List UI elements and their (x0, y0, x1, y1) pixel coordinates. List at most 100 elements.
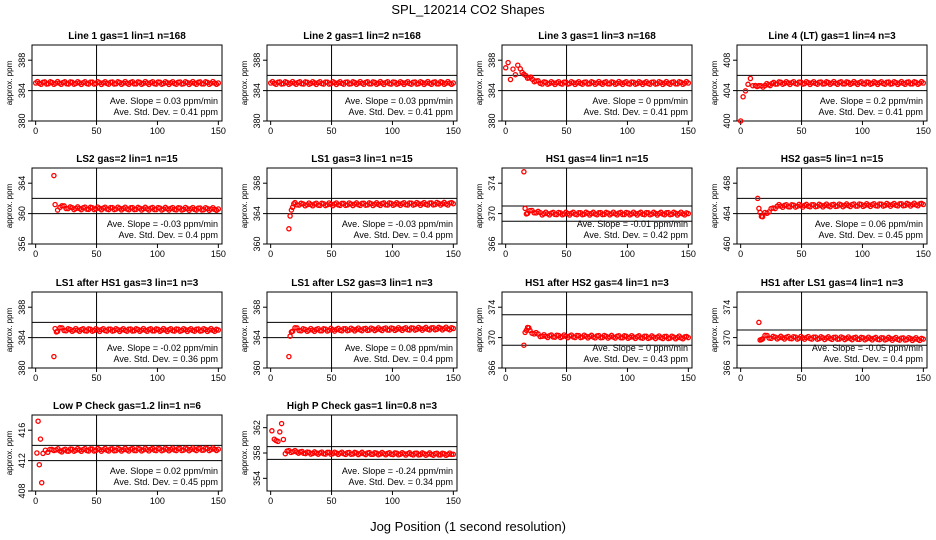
data-point (522, 205, 528, 212)
data-point (512, 71, 519, 78)
panel-title: LS2 gas=2 lin=1 n=15 (76, 154, 178, 165)
slope-annotation: Ave. Slope = -0.03 ppm/min (342, 219, 453, 229)
x-tick-label: 150 (211, 373, 226, 383)
plot-frame (31, 414, 223, 492)
std-dev-annotation: Ave. Std. Dev. = 0.4 ppm (119, 230, 218, 240)
x-tick-label: 150 (211, 496, 226, 506)
std-dev-annotation: Ave. Std. Dev. = 0.42 ppm (584, 230, 688, 240)
x-tick-label: 150 (211, 249, 226, 259)
x-tick-label: 50 (797, 249, 807, 259)
data-point (215, 327, 222, 333)
data-point (685, 80, 692, 86)
y-axis-label: approx. ppm (710, 60, 719, 105)
data-point (34, 450, 40, 456)
panel-title: HS1 after HS2 gas=4 lin=1 n=3 (525, 278, 669, 289)
data-point (287, 333, 293, 339)
std-dev-annotation: Ave. Std. Dev. = 0.41 ppm (819, 107, 923, 117)
data-point (54, 328, 61, 335)
y-axis-label: approx. ppm (475, 183, 484, 228)
x-tick-label: 100 (385, 249, 400, 259)
y-tick-label: 374 (722, 300, 732, 315)
y-tick-label: 384 (17, 83, 27, 98)
plot-frame (266, 167, 458, 245)
panel-title: Line 1 gas=1 lin=1 n=168 (68, 31, 186, 42)
panel-title: LS1 gas=3 lin=1 n=15 (311, 154, 413, 165)
y-tick-label: 366 (487, 360, 497, 375)
data-point (747, 75, 754, 82)
y-tick-label: 464 (722, 206, 732, 221)
y-tick-label: 366 (487, 236, 497, 251)
data-point (920, 336, 927, 342)
x-tick-label: 0 (33, 126, 38, 136)
x-axis-title: Jog Position (1 second resolution) (370, 519, 566, 534)
y-tick-label: 388 (17, 300, 27, 315)
x-tick-label: 50 (92, 373, 102, 383)
panel-title: Low P Check gas=1.2 lin=1 n=6 (53, 401, 201, 412)
data-point (759, 336, 766, 342)
y-tick-label: 356 (17, 236, 27, 251)
data-point (510, 66, 516, 72)
plot-frame (501, 44, 693, 122)
x-tick-label: 0 (738, 373, 743, 383)
std-dev-annotation: Ave. Std. Dev. = 0.41 ppm (114, 107, 218, 117)
y-axis-label: approx. ppm (240, 307, 249, 352)
y-axis-label: approx. ppm (710, 183, 719, 228)
y-tick-label: 370 (487, 206, 497, 221)
y-tick-label: 416 (17, 423, 27, 438)
y-axis-label: approx. ppm (5, 307, 14, 352)
data-point (754, 195, 761, 202)
x-tick-label: 150 (446, 496, 461, 506)
x-tick-label: 100 (150, 126, 165, 136)
plot-frame (31, 291, 223, 369)
x-tick-label: 150 (211, 126, 226, 136)
series-points (756, 319, 927, 344)
y-tick-label: 384 (487, 83, 497, 98)
slope-annotation: Ave. Slope = 0 ppm/min (592, 96, 688, 106)
data-point (59, 203, 65, 209)
panel-title: Line 4 (LT) gas=1 lin=4 n=3 (768, 31, 896, 42)
data-point (215, 206, 222, 212)
series-points (51, 325, 222, 360)
data-point (278, 420, 285, 427)
slope-annotation: Ave. Slope = -0.24 ppm/min (342, 466, 453, 476)
x-tick-label: 0 (268, 496, 273, 506)
y-tick-label: 362 (252, 420, 262, 435)
y-tick-label: 368 (252, 176, 262, 191)
data-point (51, 353, 57, 360)
data-point (920, 80, 927, 86)
panel-title: LS1 after HS1 gas=3 lin=1 n=3 (56, 278, 199, 289)
slope-annotation: Ave. Slope = -0.03 ppm/min (107, 219, 218, 229)
series-points (502, 59, 692, 88)
y-tick-label: 364 (252, 330, 262, 345)
y-tick-label: 384 (252, 83, 262, 98)
y-tick-label: 384 (17, 330, 27, 345)
series-points (269, 420, 457, 459)
data-point (287, 213, 293, 219)
data-point (526, 325, 532, 331)
data-point (277, 429, 283, 435)
x-tick-label: 0 (738, 249, 743, 259)
data-point (527, 207, 533, 214)
x-tick-label: 100 (385, 126, 400, 136)
std-dev-annotation: Ave. Std. Dev. = 0.34 ppm (349, 477, 453, 487)
data-point (36, 461, 43, 468)
std-dev-annotation: Ave. Std. Dev. = 0.45 ppm (114, 477, 218, 487)
slope-annotation: Ave. Slope = 0.06 ppm/min (815, 219, 923, 229)
data-point (737, 118, 744, 124)
data-point (920, 201, 927, 208)
x-tick-label: 0 (503, 249, 508, 259)
y-tick-label: 388 (487, 53, 497, 68)
x-tick-label: 0 (268, 373, 273, 383)
x-tick-label: 50 (562, 373, 572, 383)
data-point (215, 446, 222, 452)
data-point (745, 81, 751, 88)
std-dev-annotation: Ave. Std. Dev. = 0.41 ppm (349, 107, 453, 117)
y-tick-label: 408 (17, 483, 27, 498)
x-tick-label: 0 (738, 126, 743, 136)
panel-title: HS1 after LS1 gas=4 lin=1 n=3 (761, 278, 904, 289)
y-tick-label: 370 (722, 330, 732, 345)
data-point (269, 428, 275, 434)
x-tick-label: 100 (855, 373, 870, 383)
data-point (275, 438, 281, 445)
